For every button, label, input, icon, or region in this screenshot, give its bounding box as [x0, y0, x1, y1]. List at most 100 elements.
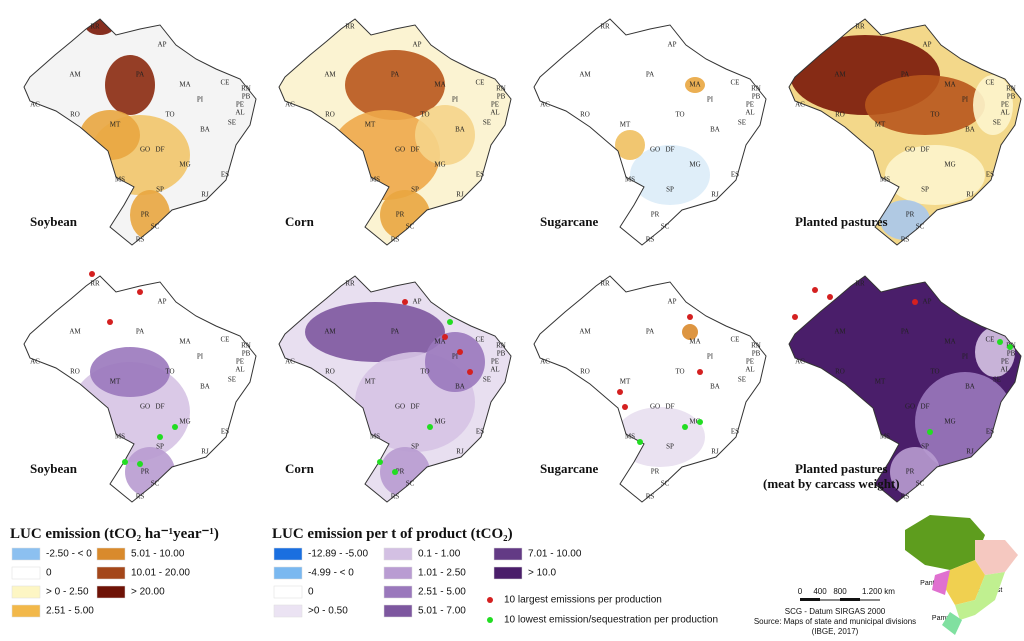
- state-label: CE: [476, 336, 485, 344]
- state-label: GO: [395, 146, 405, 154]
- location-marker: [107, 319, 113, 325]
- state-label: RN: [1006, 85, 1016, 93]
- panel-label: Corn: [285, 461, 315, 476]
- state-label: PB: [497, 350, 506, 358]
- state-label: TO: [420, 111, 429, 119]
- state-label: SC: [916, 480, 925, 488]
- state-label: RR: [345, 280, 355, 288]
- state-label: AL: [490, 109, 499, 117]
- location-marker: [172, 424, 178, 430]
- legend-swatch: [11, 604, 41, 618]
- panel-label: Soybean: [30, 214, 78, 229]
- state-label: RO: [580, 368, 590, 376]
- region-fill: [345, 50, 445, 120]
- state-label: DF: [156, 146, 165, 154]
- panel-sublabel: (meat by carcass weight): [763, 476, 900, 491]
- state-label: MG: [179, 418, 190, 426]
- state-label: MG: [179, 161, 190, 169]
- state-label: CE: [731, 336, 740, 344]
- state-label: MA: [179, 338, 190, 346]
- legend-marker: [487, 617, 493, 623]
- state-label: MT: [875, 121, 886, 129]
- location-marker: [137, 461, 143, 467]
- location-marker: [457, 349, 463, 355]
- state-label: PA: [391, 328, 399, 336]
- state-label: AP: [923, 298, 932, 306]
- state-label: SP: [156, 443, 164, 451]
- state-label: PE: [491, 358, 499, 366]
- state-label: MG: [689, 161, 700, 169]
- state-label: RJ: [966, 191, 974, 199]
- region-fill: [90, 347, 170, 397]
- region-fill: [885, 145, 985, 205]
- state-label: RS: [391, 236, 400, 244]
- legend-label: 5.01 - 10.00: [131, 549, 185, 560]
- legend-label: 10.01 - 20.00: [131, 568, 190, 579]
- legend-label: > 10.0: [528, 568, 557, 579]
- state-label: CE: [986, 336, 995, 344]
- state-label: RO: [835, 368, 845, 376]
- state-label: MS: [115, 433, 125, 441]
- state-label: ES: [731, 171, 739, 179]
- state-label: PB: [242, 93, 251, 101]
- state-label: PR: [141, 211, 150, 219]
- state-label: MT: [875, 378, 886, 386]
- state-label: DF: [156, 403, 165, 411]
- state-label: AC: [540, 358, 550, 366]
- legend-title: LUC emission (tCO₂ ha⁻¹year⁻¹): [10, 526, 219, 542]
- state-label: RN: [496, 342, 506, 350]
- state-label: MS: [625, 433, 635, 441]
- state-label: PA: [391, 71, 399, 79]
- location-marker: [157, 434, 163, 440]
- legend-swatch: [383, 566, 413, 580]
- legend-swatch: [273, 547, 303, 561]
- state-label: SP: [666, 186, 674, 194]
- location-marker: [427, 424, 433, 430]
- state-label: DF: [411, 403, 420, 411]
- state-label: AC: [540, 101, 550, 109]
- state-label: AL: [745, 109, 754, 117]
- panel-label: Soybean: [30, 461, 78, 476]
- state-label: AC: [285, 101, 295, 109]
- state-label: PB: [1007, 93, 1016, 101]
- state-label: TO: [420, 368, 429, 376]
- state-label: PR: [906, 211, 915, 219]
- state-label: SE: [993, 376, 1001, 384]
- state-label: RJ: [711, 191, 719, 199]
- state-label: PR: [651, 468, 660, 476]
- legend-swatch: [383, 585, 413, 599]
- state-label: PI: [197, 353, 204, 361]
- state-label: MT: [620, 378, 631, 386]
- legend-label: 2.51 - 5.00: [418, 587, 466, 598]
- state-label: BA: [710, 383, 720, 391]
- state-label: AL: [490, 366, 499, 374]
- state-label: MG: [434, 161, 445, 169]
- state-label: AL: [235, 109, 244, 117]
- state-label: PE: [491, 101, 499, 109]
- state-label: RJ: [201, 191, 209, 199]
- state-label: GO: [650, 403, 660, 411]
- legend-label: > 0 - 2.50: [46, 587, 89, 598]
- location-marker: [122, 459, 128, 465]
- state-label: AM: [69, 71, 81, 79]
- state-label: RS: [136, 236, 145, 244]
- map-fill: [615, 77, 710, 205]
- state-label: PI: [197, 96, 204, 104]
- state-label: ES: [476, 428, 484, 436]
- state-label: SC: [151, 223, 160, 231]
- location-marker: [792, 314, 798, 320]
- state-label: SC: [151, 480, 160, 488]
- location-marker: [467, 369, 473, 375]
- location-marker: [392, 469, 398, 475]
- location-marker: [812, 287, 818, 293]
- state-label: MG: [944, 161, 955, 169]
- state-label: MT: [110, 378, 121, 386]
- legend-label: -12.89 - -5.00: [308, 549, 368, 560]
- panel-label: Sugarcane: [540, 461, 598, 476]
- state-label: PE: [1001, 101, 1009, 109]
- legend-label: 0: [308, 587, 314, 598]
- state-label: CE: [221, 336, 230, 344]
- state-label: AM: [834, 71, 846, 79]
